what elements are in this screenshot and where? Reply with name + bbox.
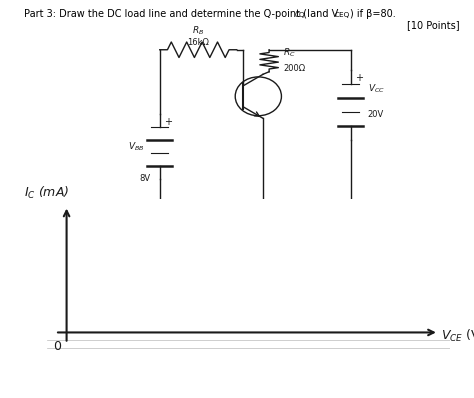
Text: [10 Points]: [10 Points] bbox=[407, 20, 460, 30]
Text: 0: 0 bbox=[53, 340, 61, 353]
Text: ) if β=80.: ) if β=80. bbox=[350, 9, 396, 19]
Text: CQ: CQ bbox=[294, 12, 305, 18]
Text: 20V: 20V bbox=[368, 110, 384, 119]
Text: $I_C$ (mA): $I_C$ (mA) bbox=[24, 185, 69, 201]
Text: +: + bbox=[164, 117, 173, 127]
Text: $V_{BB}$: $V_{BB}$ bbox=[128, 140, 144, 153]
Text: 8V: 8V bbox=[139, 174, 151, 183]
Text: $V_{CE}$ (V): $V_{CE}$ (V) bbox=[441, 328, 474, 344]
Text: $R_C$: $R_C$ bbox=[283, 47, 296, 59]
Text: $R_B$: $R_B$ bbox=[192, 24, 204, 37]
Text: CEQ: CEQ bbox=[335, 12, 350, 18]
Text: and V: and V bbox=[307, 9, 338, 19]
Text: Part 3: Draw the DC load line and determine the Q-point (I: Part 3: Draw the DC load line and determ… bbox=[24, 9, 310, 19]
Text: +: + bbox=[356, 73, 364, 83]
Text: $V_{CC}$: $V_{CC}$ bbox=[368, 82, 385, 95]
Text: 16kΩ: 16kΩ bbox=[187, 38, 209, 47]
Text: 200Ω: 200Ω bbox=[283, 64, 305, 73]
